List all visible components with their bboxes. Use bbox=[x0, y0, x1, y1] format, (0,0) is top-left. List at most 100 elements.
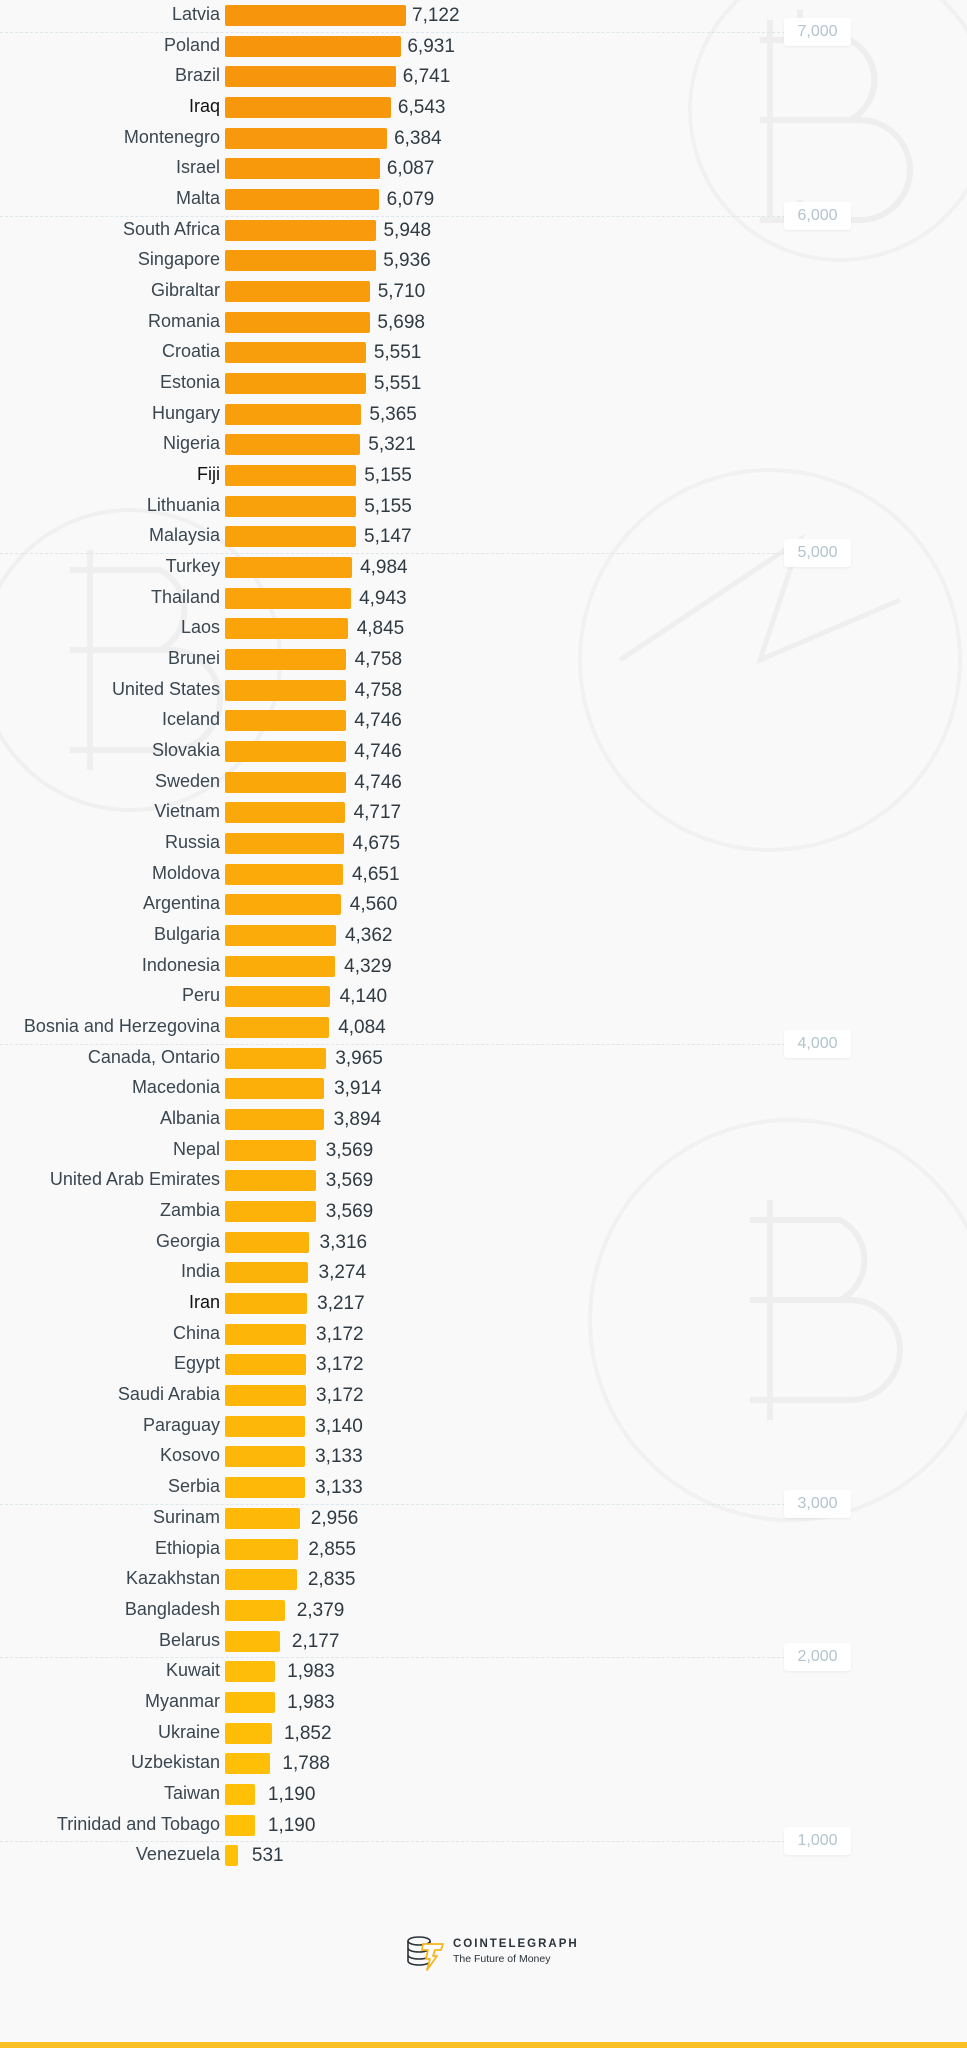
bar[interactable] bbox=[225, 1845, 239, 1867]
bar[interactable] bbox=[225, 833, 344, 855]
bar-value-label: 1,190 bbox=[267, 1783, 316, 1805]
bar-row: Croatia 5,551 bbox=[0, 337, 600, 367]
bar[interactable] bbox=[225, 1661, 276, 1683]
bar[interactable] bbox=[225, 1507, 301, 1529]
bar-row: Fiji 5,155 bbox=[0, 460, 600, 490]
bar[interactable] bbox=[225, 863, 344, 885]
bar[interactable] bbox=[225, 587, 351, 609]
bar[interactable] bbox=[225, 189, 380, 211]
bar[interactable] bbox=[225, 1262, 309, 1284]
bar-row: Sweden 4,746 bbox=[0, 767, 600, 797]
bar[interactable] bbox=[225, 5, 406, 26]
bar[interactable] bbox=[225, 1017, 329, 1039]
bar[interactable] bbox=[225, 250, 376, 272]
bar[interactable] bbox=[225, 710, 346, 732]
bar-category-label: Georgia bbox=[155, 1230, 220, 1251]
bar[interactable] bbox=[225, 771, 346, 793]
bar[interactable] bbox=[225, 465, 356, 487]
bar[interactable] bbox=[225, 127, 388, 149]
bar[interactable] bbox=[225, 1538, 298, 1560]
bar[interactable] bbox=[225, 1385, 306, 1407]
bar[interactable] bbox=[225, 281, 371, 303]
bar[interactable] bbox=[225, 158, 380, 180]
bar[interactable] bbox=[225, 1170, 316, 1192]
bar[interactable] bbox=[225, 1814, 256, 1836]
bar[interactable] bbox=[225, 1354, 306, 1376]
gridline bbox=[0, 1841, 785, 1843]
bar-category-label: Romania bbox=[147, 310, 220, 331]
bar-value-label: 5,155 bbox=[364, 495, 412, 517]
bar[interactable] bbox=[225, 311, 370, 333]
bar-category-label: Saudi Arabia bbox=[117, 1384, 220, 1405]
bar-value-label: 3,569 bbox=[325, 1170, 374, 1192]
bar-row: Indonesia 4,329 bbox=[0, 951, 600, 981]
bar[interactable] bbox=[225, 1323, 306, 1345]
bar-value-label: 6,543 bbox=[397, 97, 446, 118]
bar-row: Thailand 4,943 bbox=[0, 583, 600, 613]
bar-row: United States 4,758 bbox=[0, 675, 600, 705]
bar-category-label: Zambia bbox=[159, 1200, 220, 1221]
bar[interactable] bbox=[225, 1691, 276, 1713]
bar[interactable] bbox=[225, 1415, 305, 1437]
bar[interactable] bbox=[225, 219, 377, 241]
bar[interactable] bbox=[225, 1139, 316, 1161]
bar[interactable] bbox=[225, 1201, 316, 1223]
cointelegraph-logo[interactable]: COINTELEGRAPH The Future of Money bbox=[405, 1932, 605, 1972]
bar[interactable] bbox=[225, 1630, 281, 1652]
bar-category-label: Lithuania bbox=[146, 494, 220, 515]
bar[interactable] bbox=[225, 894, 341, 916]
gridline bbox=[0, 553, 785, 555]
bar-category-label: Malaysia bbox=[148, 525, 220, 546]
bar-row: Hungary 5,365 bbox=[0, 399, 600, 429]
bar[interactable] bbox=[225, 925, 336, 947]
bar[interactable] bbox=[225, 1293, 307, 1315]
bar[interactable] bbox=[225, 741, 346, 763]
bar-row: Egypt 3,172 bbox=[0, 1349, 600, 1379]
bar[interactable] bbox=[225, 495, 356, 517]
bar[interactable] bbox=[225, 1047, 326, 1069]
bar[interactable] bbox=[225, 1446, 305, 1468]
bar-value-label: 1,190 bbox=[267, 1814, 316, 1836]
bar[interactable] bbox=[225, 618, 349, 640]
bar[interactable] bbox=[225, 1753, 271, 1775]
bar[interactable] bbox=[225, 1109, 324, 1131]
bar[interactable] bbox=[225, 434, 361, 456]
bar[interactable] bbox=[225, 1569, 298, 1591]
bar-value-label: 3,172 bbox=[316, 1385, 364, 1407]
bar-row: Kazakhstan 2,835 bbox=[0, 1564, 600, 1594]
bar[interactable] bbox=[225, 1783, 256, 1805]
bar[interactable] bbox=[225, 342, 367, 364]
bar-category-label: Brunei bbox=[167, 648, 220, 669]
bar[interactable] bbox=[225, 955, 336, 977]
bar-category-label: Gibraltar bbox=[150, 280, 220, 301]
bar-row: Slovakia 4,746 bbox=[0, 736, 600, 766]
bar-category-label: Argentina bbox=[142, 893, 220, 914]
bar[interactable] bbox=[225, 526, 356, 548]
bar[interactable] bbox=[225, 986, 331, 1008]
bar-category-label: Poland bbox=[163, 34, 220, 55]
bar[interactable] bbox=[225, 557, 352, 579]
bar[interactable] bbox=[225, 1599, 286, 1621]
bar[interactable] bbox=[225, 679, 346, 701]
bar-row: Canada, Ontario 3,965 bbox=[0, 1043, 600, 1073]
bar[interactable] bbox=[225, 403, 362, 425]
bar-value-label: 3,172 bbox=[316, 1354, 364, 1376]
bar[interactable] bbox=[225, 373, 367, 395]
bar-category-label: Israel bbox=[175, 157, 220, 178]
bar[interactable] bbox=[225, 1722, 273, 1744]
bar-value-label: 5,365 bbox=[369, 403, 417, 425]
bar-category-label: Iceland bbox=[161, 709, 220, 730]
bar-category-label: Bosnia and Herzegovina bbox=[23, 1016, 220, 1037]
bar[interactable] bbox=[225, 1477, 305, 1499]
bar[interactable] bbox=[225, 1078, 325, 1100]
bar[interactable] bbox=[225, 35, 402, 57]
bar-category-label: Iran bbox=[188, 1292, 220, 1313]
bar[interactable] bbox=[225, 1231, 310, 1253]
bar[interactable] bbox=[225, 649, 346, 671]
bar-value-label: 4,140 bbox=[339, 986, 388, 1008]
bar[interactable] bbox=[225, 802, 345, 824]
bar-category-label: Iraq bbox=[188, 96, 220, 116]
bar[interactable] bbox=[225, 66, 397, 88]
bar[interactable] bbox=[225, 97, 392, 118]
bar-row: South Africa 5,948 bbox=[0, 215, 600, 245]
